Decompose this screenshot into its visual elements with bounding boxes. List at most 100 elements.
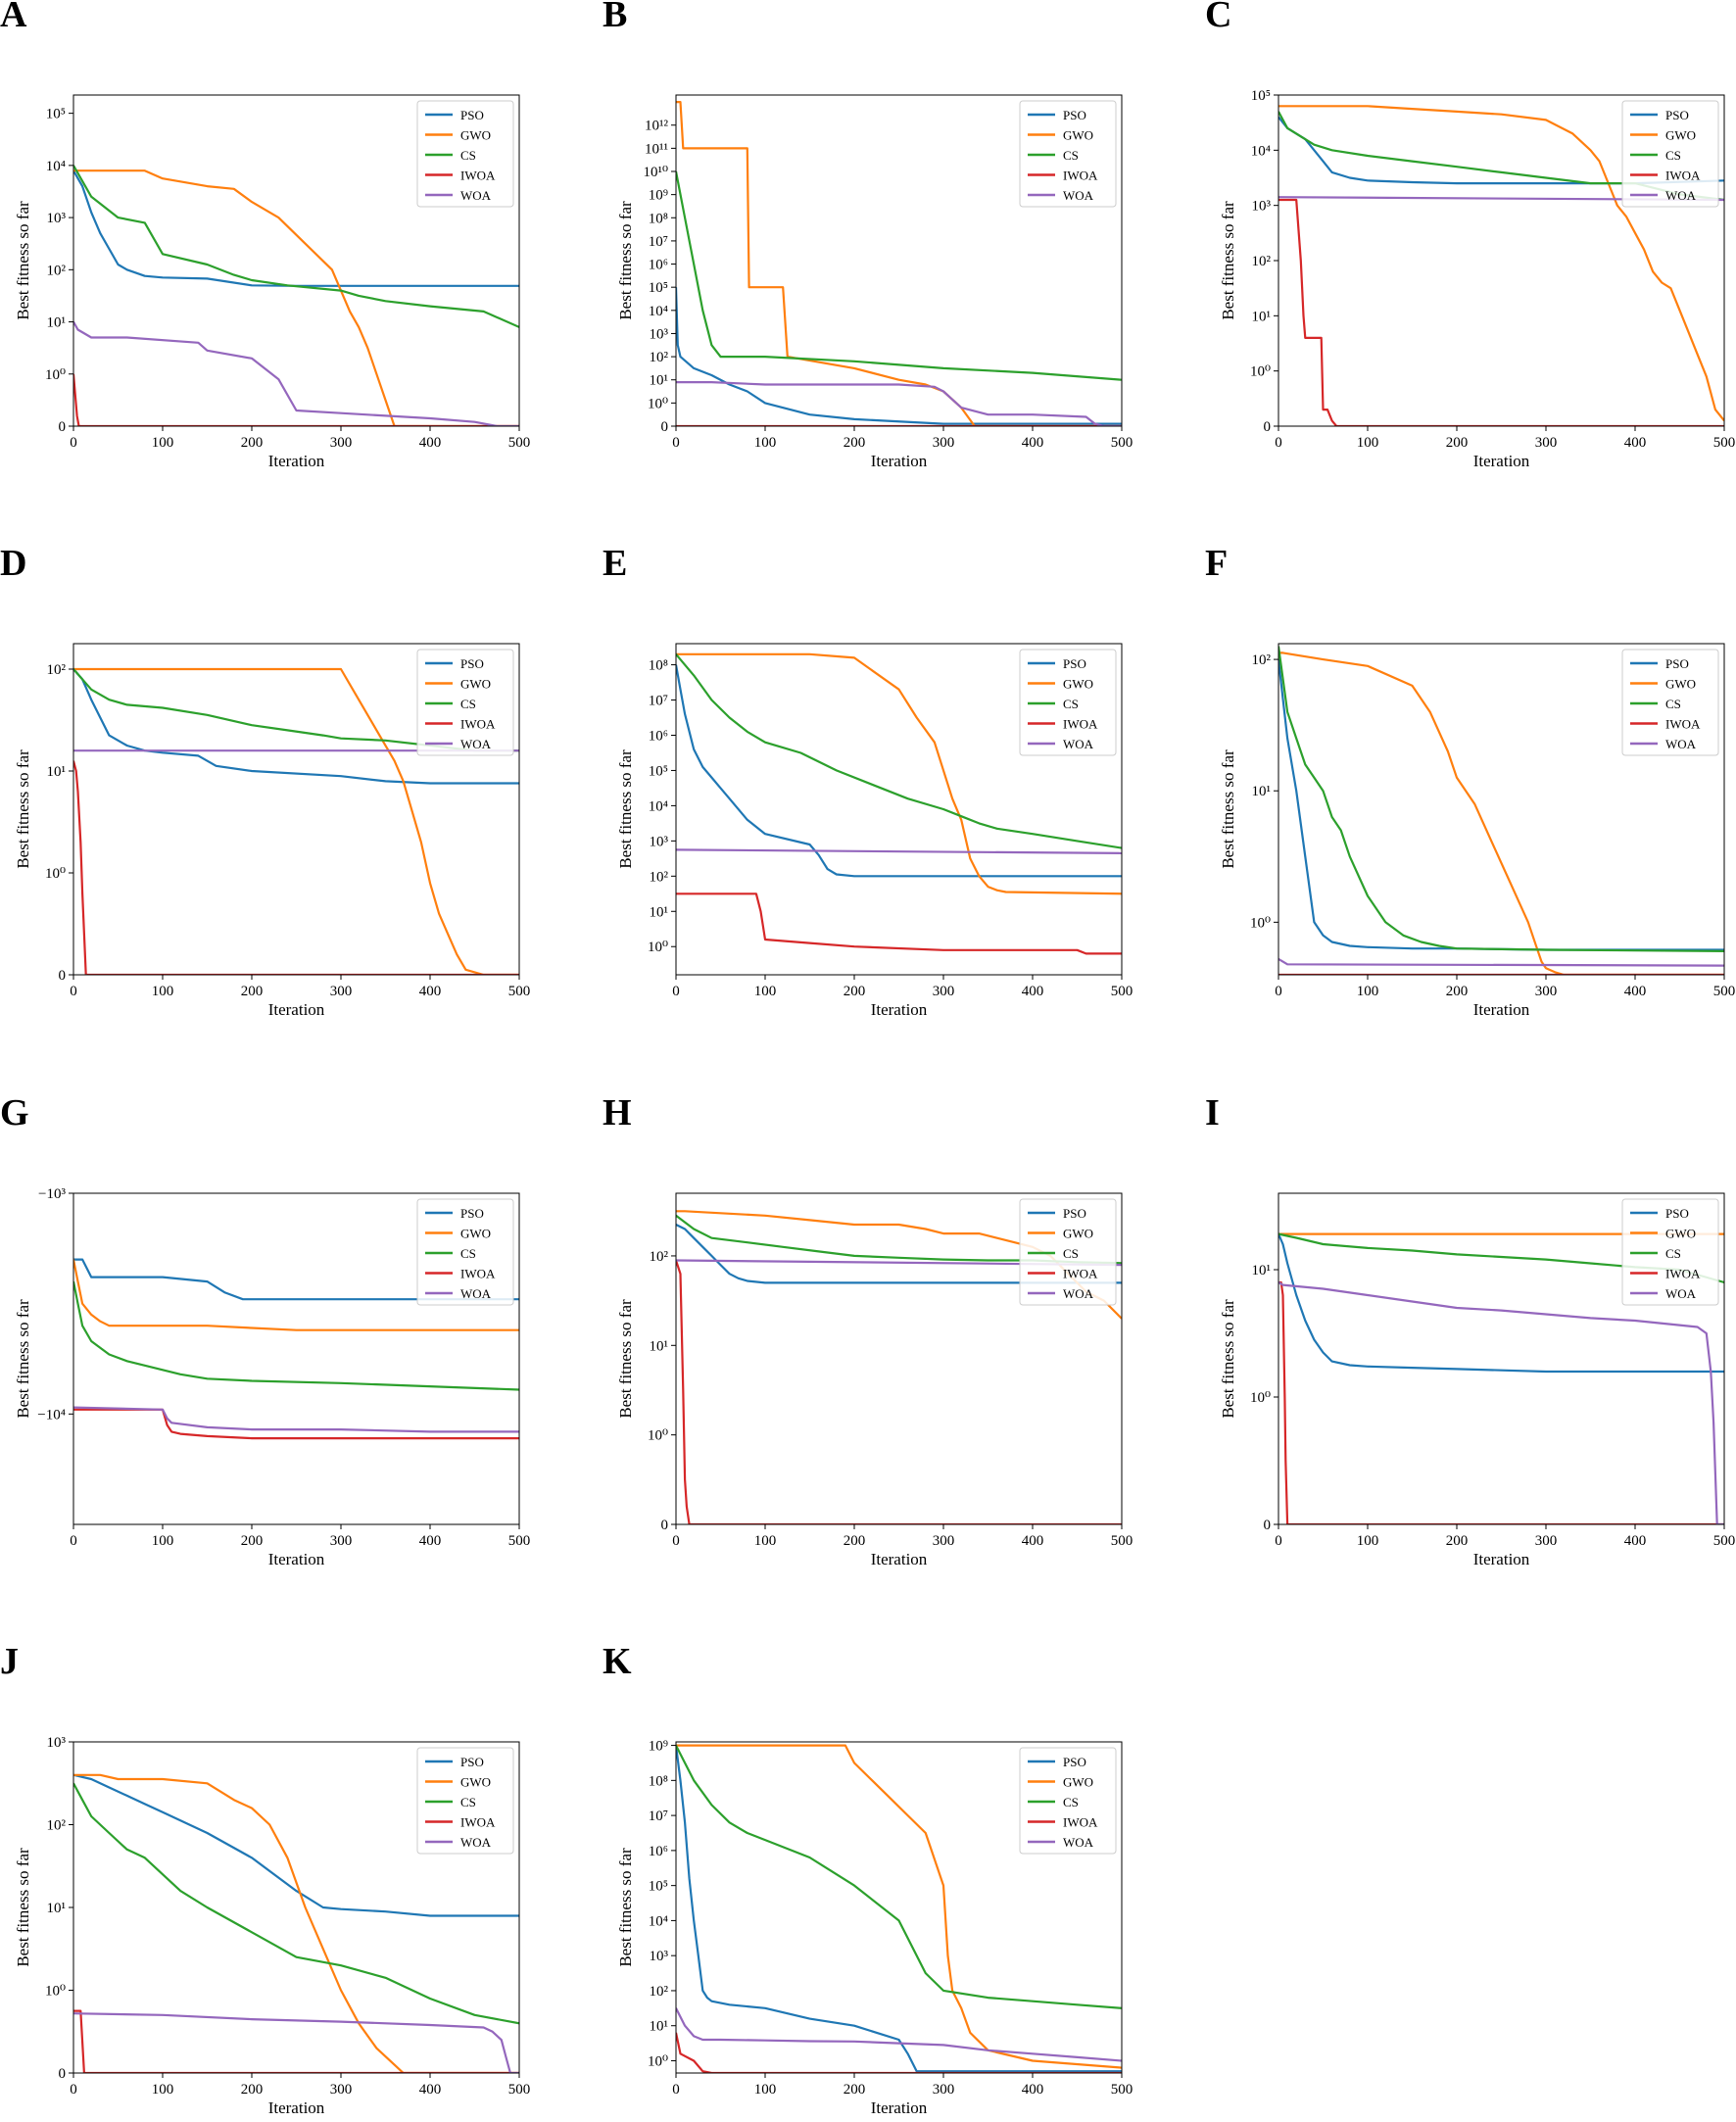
plot-frame-d <box>72 643 520 976</box>
y-tick-label-k: 10⁰ <box>648 2053 668 2069</box>
legend-box-d <box>416 649 514 756</box>
legend-label-pso-g: PSO <box>460 1206 484 1221</box>
series-gwo-line-k <box>676 1744 1122 2069</box>
y-tick-label-a: 10¹ <box>47 315 67 331</box>
x-tick-label-f: 500 <box>1713 984 1736 999</box>
y-tick-label-b: 10² <box>650 350 669 365</box>
y-tick-label-c: 10² <box>1252 254 1272 269</box>
series-woa-line-g <box>73 1406 519 1433</box>
x-tick-label-k: 0 <box>672 2082 680 2098</box>
x-tick-label-a: 300 <box>330 435 353 451</box>
x-tick-label-k: 300 <box>933 2082 955 2098</box>
x-tick-label-b: 100 <box>754 435 777 451</box>
y-tick-label-e: 10² <box>650 869 669 885</box>
x-tick-label-g: 200 <box>241 1533 264 1549</box>
panel-j: J 0 100 200 300 400 500 0 10⁰ 10¹ 10² 10³ Iteration B… <box>0 1641 530 2117</box>
x-tick-label-a: 500 <box>508 435 531 451</box>
panel-letter-a: A <box>0 0 27 35</box>
y-tick-label-j: 10¹ <box>47 1901 67 1916</box>
legend-label-iwoa-g: IWOA <box>460 1267 496 1281</box>
series-pso-line-d <box>73 668 519 785</box>
legend-label-gwo-d: GWO <box>460 677 491 692</box>
legend-label-cs-f: CS <box>1665 697 1681 711</box>
x-tick-label-e: 200 <box>844 984 866 999</box>
legend-label-gwo-a: GWO <box>460 128 491 143</box>
y-tick-label-e: 10⁸ <box>649 658 668 674</box>
x-tick-label-c: 300 <box>1535 435 1558 451</box>
y-tick-label-c: 0 <box>1264 419 1272 435</box>
y-tick-label-f: 10⁰ <box>1250 915 1271 931</box>
series-iwoa-line-i <box>1278 1280 1724 1524</box>
panel-f: F 0 100 200 300 400 500 10⁰ 10¹ 10² Iteration Best … <box>1205 543 1735 1019</box>
series-gwo-line-e <box>676 652 1122 895</box>
legend-label-cs-e: CS <box>1063 697 1079 711</box>
series-cs-line-k <box>676 1745 1122 2009</box>
legend-i: PSO GWO CS IWOA WOA <box>1621 1198 1719 1306</box>
legend-label-gwo-e: GWO <box>1063 677 1093 692</box>
legend-label-cs-h: CS <box>1063 1246 1079 1261</box>
series-gwo-line-d <box>73 667 519 975</box>
x-tick-label-j: 100 <box>152 2082 174 2098</box>
series-iwoa-line-h <box>676 1260 1122 1524</box>
legend-label-cs-d: CS <box>460 697 476 711</box>
y-tick-label-a: 10⁵ <box>46 107 66 122</box>
y-tick-label-a: 10⁴ <box>46 159 66 174</box>
legend-label-iwoa-a: IWOA <box>460 169 496 183</box>
series-cs-line-f <box>1278 646 1724 952</box>
plot-frame-f <box>1278 643 1725 976</box>
series-cs-line-j <box>73 1782 519 2025</box>
legend-label-pso-e: PSO <box>1063 656 1086 671</box>
y-tick-label-e: 10⁰ <box>648 940 668 955</box>
x-axis-label-f: Iteration <box>1473 1000 1530 1019</box>
panel-letter-c: C <box>1205 0 1231 35</box>
x-tick-label-i: 200 <box>1446 1533 1469 1549</box>
legend-label-pso-b: PSO <box>1063 108 1086 122</box>
series-gwo-line-g <box>73 1259 519 1331</box>
y-tick-label-k: 10¹ <box>650 2019 669 2035</box>
x-tick-label-h: 400 <box>1022 1533 1044 1549</box>
legend-label-gwo-c: GWO <box>1665 128 1696 143</box>
series-woa-line-j <box>73 2012 519 2073</box>
legend-c: PSO GWO CS IWOA WOA <box>1621 100 1719 208</box>
panel-k: K 0 100 200 300 400 500 10⁰ 10¹ 10² 10³ 10⁴ 10⁵ 10⁶ 10… <box>603 1641 1133 2117</box>
series-woa-line-f <box>1278 957 1724 967</box>
y-tick-label-c: 10⁰ <box>1250 364 1271 380</box>
legend-label-iwoa-c: IWOA <box>1665 169 1701 183</box>
x-tick-label-e: 400 <box>1022 984 1044 999</box>
legend-label-woa-g: WOA <box>460 1286 492 1301</box>
panel-letter-h: H <box>603 1092 632 1133</box>
legend-label-gwo-b: GWO <box>1063 128 1093 143</box>
y-tick-label-i: 10¹ <box>1252 1263 1272 1278</box>
y-tick-label-b: 10¹² <box>645 119 668 134</box>
y-tick-label-c: 10⁴ <box>1251 143 1271 159</box>
y-tick-label-h: 10⁰ <box>648 1428 668 1444</box>
y-axis-label-e: Best fitness so far <box>616 749 635 869</box>
y-tick-label-k: 10³ <box>650 1949 669 1964</box>
series-cs-line-g <box>73 1280 519 1391</box>
y-tick-label-k: 10⁸ <box>649 1773 668 1789</box>
y-tick-label-b: 10⁶ <box>649 258 668 273</box>
series-pso-line-k <box>676 1745 1122 2073</box>
y-tick-label-i: 10⁰ <box>1250 1390 1271 1406</box>
x-axis-label-c: Iteration <box>1473 452 1530 470</box>
x-tick-label-f: 0 <box>1275 984 1282 999</box>
legend-box-a <box>416 100 514 208</box>
legend-label-iwoa-h: IWOA <box>1063 1267 1098 1281</box>
y-tick-label-c: 10⁵ <box>1251 88 1271 104</box>
panel-letter-g: G <box>0 1092 29 1133</box>
y-tick-label-e: 10⁵ <box>649 763 668 779</box>
x-tick-label-j: 400 <box>419 2082 442 2098</box>
y-tick-label-k: 10⁹ <box>649 1739 668 1755</box>
legend-label-pso-a: PSO <box>460 108 484 122</box>
y-tick-label-k: 10⁷ <box>649 1809 668 1824</box>
y-tick-label-b: 10⁰ <box>648 396 668 411</box>
legend-label-cs-i: CS <box>1665 1246 1681 1261</box>
legend-box-b <box>1019 100 1117 208</box>
panel-letter-e: E <box>603 543 627 584</box>
legend-e: PSO GWO CS IWOA WOA <box>1019 649 1117 756</box>
x-tick-label-k: 200 <box>844 2082 866 2098</box>
y-tick-label-c: 10¹ <box>1252 309 1272 324</box>
x-axis-label-i: Iteration <box>1473 1550 1530 1568</box>
y-tick-label-b: 10³ <box>650 326 669 342</box>
y-tick-label-a: 10⁰ <box>45 367 66 383</box>
